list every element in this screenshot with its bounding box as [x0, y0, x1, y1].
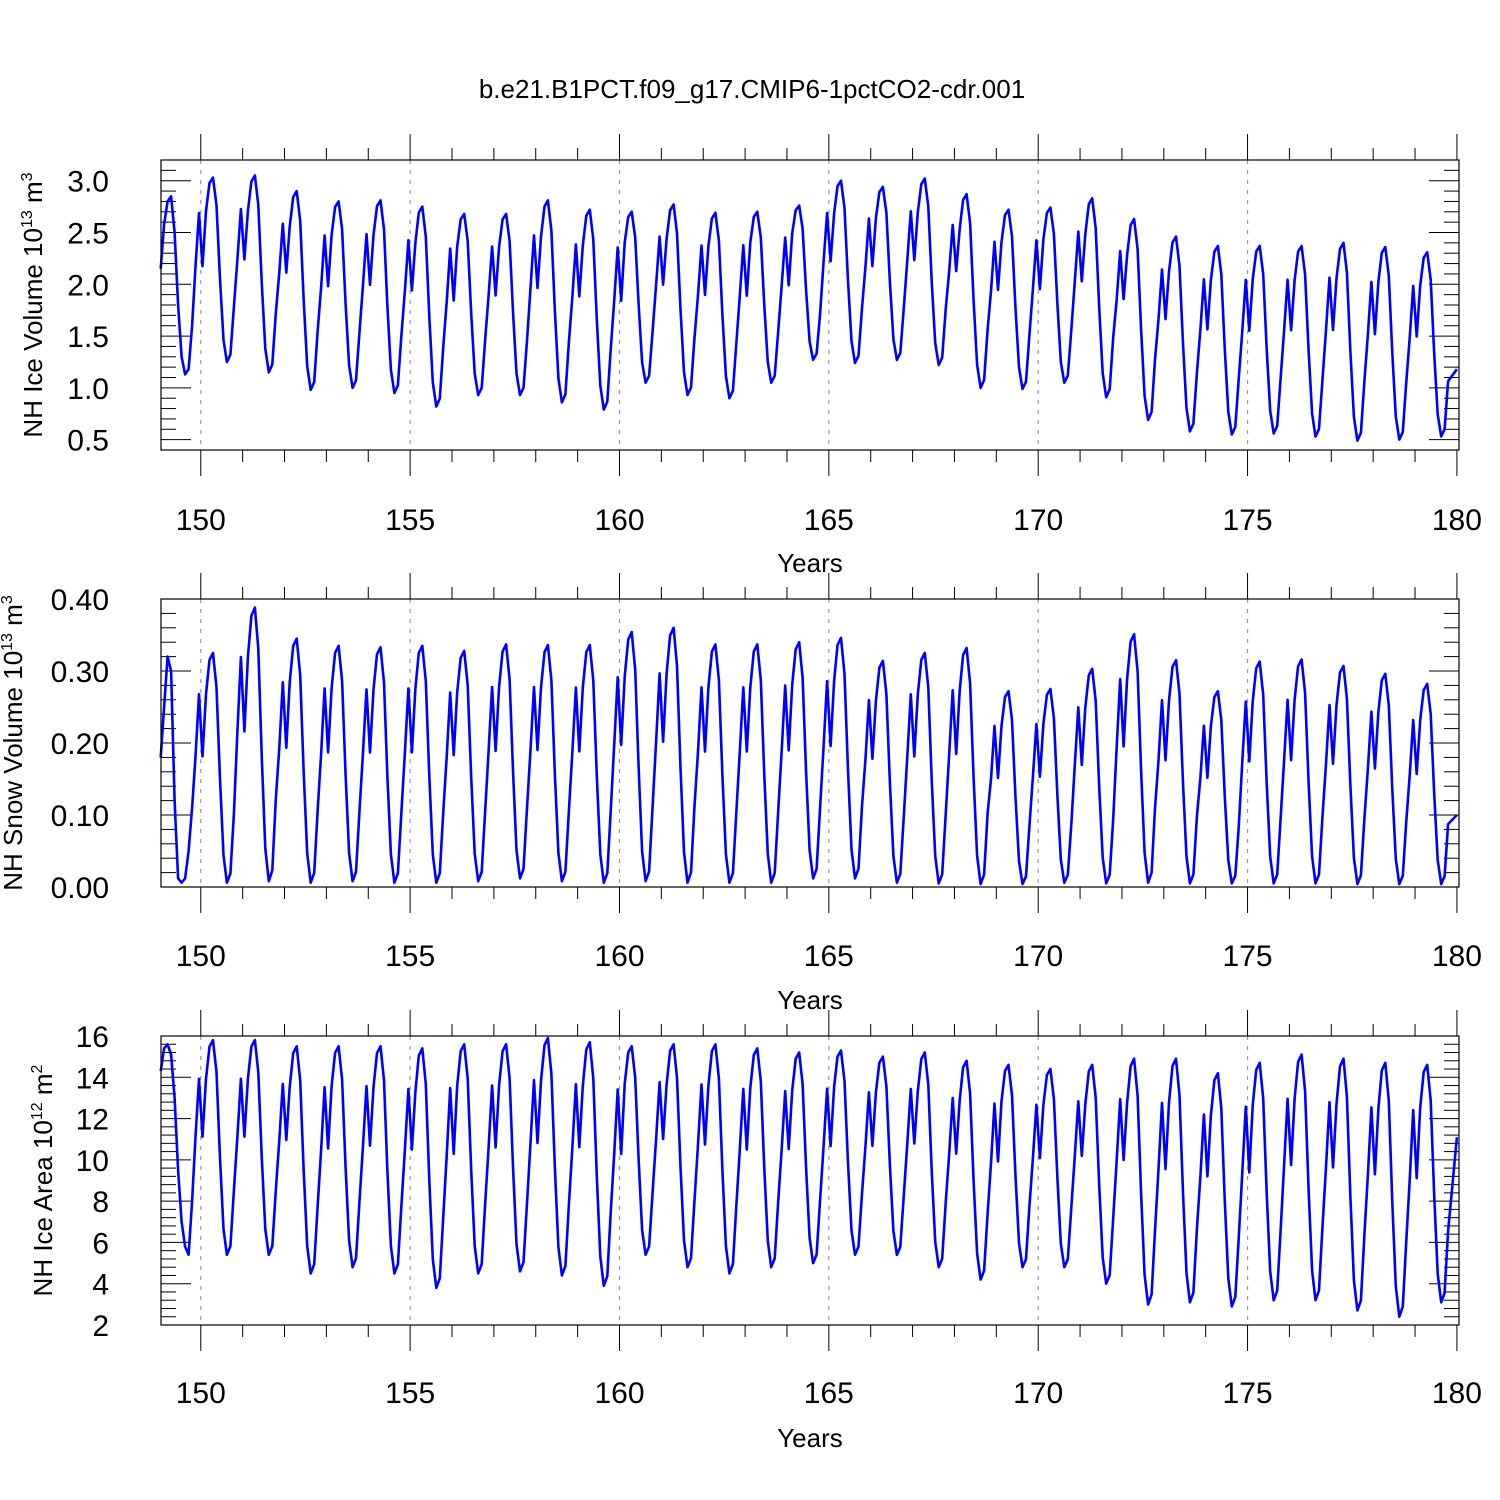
chart-panel-3: 2 4 6 8 10 12 14 16 150 155 160 165 170 175 180 Years NH… [28, 1010, 1482, 1453]
series-line [159, 606, 1458, 886]
x-axis-title: Years [777, 985, 843, 1015]
figure-title: b.e21.B1PCT.f09_g17.CMIP6-1pctCO2-cdr.00… [479, 74, 1025, 104]
x-tick-label: 175 [1223, 1377, 1273, 1410]
x-axis-title: Years [777, 548, 843, 578]
y-tick-label: 6 [92, 1227, 109, 1260]
panels: 0.5 1.0 1.5 2.0 2.5 3.0 150 155 160 165 170 175 180 Y… [0, 134, 1482, 1453]
y-tick-label: 0.20 [51, 728, 109, 761]
y-tick-label: 0.30 [51, 656, 109, 689]
plot-frame [160, 1035, 1460, 1326]
x-tick-label: 160 [594, 940, 644, 973]
y-tick-label: 12 [76, 1104, 109, 1137]
y-tick-label: 2 [92, 1310, 109, 1343]
y-tick-label: 2.5 [67, 218, 109, 251]
chart-panel-1: 0.5 1.0 1.5 2.0 2.5 3.0 150 155 160 165 170 175 180 Y… [18, 134, 1482, 578]
y-tick-label: 1.5 [67, 321, 109, 354]
y-tick-label: 8 [92, 1186, 109, 1219]
x-tick-label: 155 [385, 504, 435, 537]
y-tick-label: 0.40 [51, 584, 109, 617]
x-tick-label: 155 [385, 1377, 435, 1410]
y-axis-title: NH Ice Volume 1013 m3 [18, 172, 48, 437]
x-tick-label: 150 [176, 1377, 226, 1410]
x-tick-label: 160 [594, 1377, 644, 1410]
x-tick-label: 155 [385, 940, 435, 973]
x-tick-label: 160 [594, 504, 644, 537]
plot-frame [160, 159, 1460, 451]
y-tick-label: 1.0 [67, 373, 109, 406]
x-tick-label: 180 [1432, 504, 1482, 537]
x-tick-label: 165 [804, 1377, 854, 1410]
series-line [159, 174, 1458, 442]
series-line [159, 1036, 1459, 1318]
x-tick-label: 180 [1432, 940, 1482, 973]
y-tick-label: 0.10 [51, 800, 109, 833]
y-tick-label: 16 [76, 1021, 109, 1054]
x-tick-label: 175 [1223, 940, 1273, 973]
x-tick-label: 170 [1013, 940, 1063, 973]
x-tick-label: 180 [1432, 1377, 1482, 1410]
x-tick-label: 170 [1013, 1377, 1063, 1410]
x-axis-title: Years [777, 1423, 843, 1453]
x-tick-label: 165 [804, 504, 854, 537]
y-axis-title: NH Ice Area 1012 m2 [28, 1064, 58, 1296]
y-tick-label: 4 [92, 1269, 109, 1302]
plot-frame [160, 598, 1460, 888]
x-tick-label: 150 [176, 940, 226, 973]
x-tick-label: 170 [1013, 504, 1063, 537]
chart-panel-2: 0.00 0.10 0.20 0.30 0.40 150 155 160 165 170 175 18… [0, 573, 1482, 1015]
x-tick-label: 150 [176, 504, 226, 537]
y-tick-label: 0.00 [51, 872, 109, 905]
y-tick-label: 3.0 [67, 166, 109, 199]
y-axis-title: NH Snow Volume 1013 m3 [0, 595, 28, 891]
y-tick-label: 10 [76, 1145, 109, 1178]
y-tick-label: 2.0 [67, 269, 109, 302]
x-tick-label: 175 [1223, 504, 1273, 537]
y-tick-label: 0.5 [67, 425, 109, 458]
x-tick-label: 165 [804, 940, 854, 973]
y-tick-label: 14 [76, 1062, 109, 1095]
